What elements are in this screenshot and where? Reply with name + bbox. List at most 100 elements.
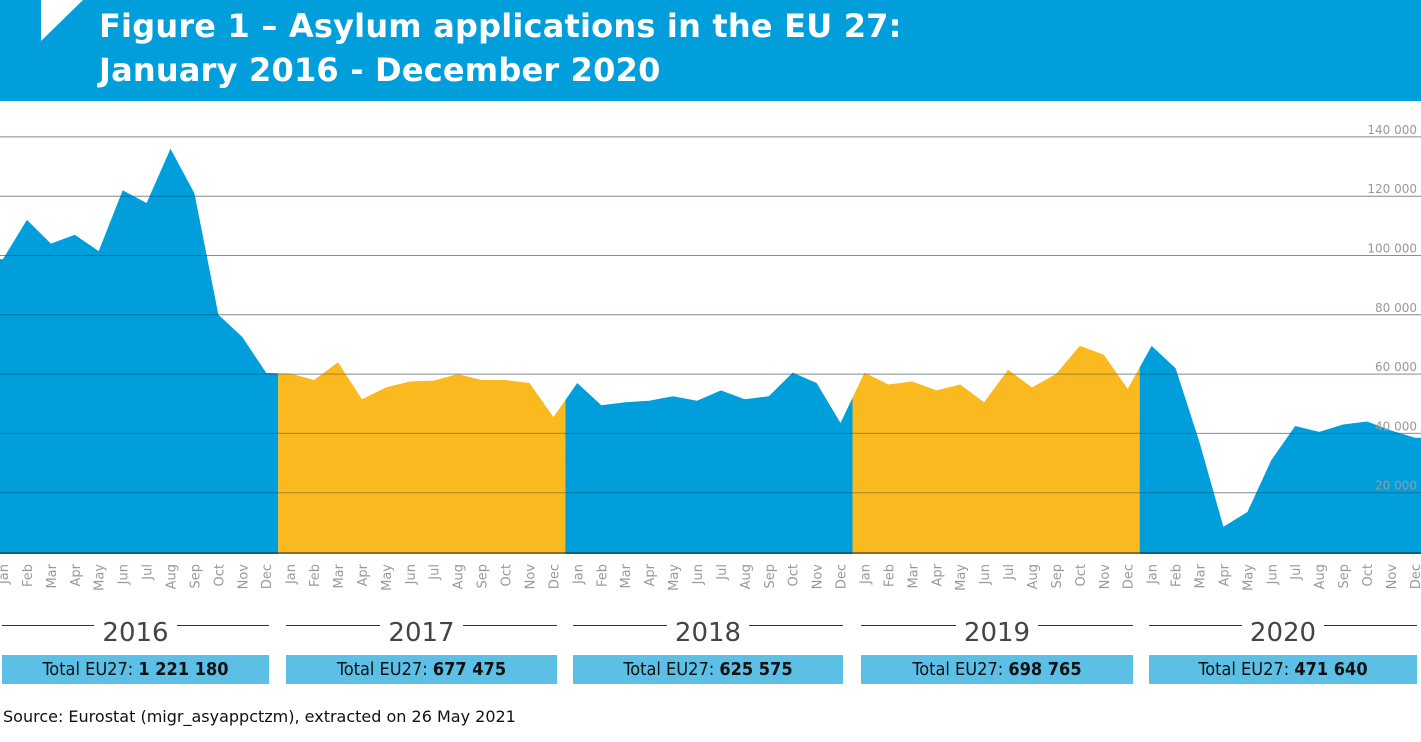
year-label: 2020 [1149,615,1417,651]
month-label: Nov [236,564,251,590]
month-label: Apr [69,563,84,586]
year-label: 2019 [861,615,1133,651]
title-line-1: Figure 1 – Asylum applications in the EU… [99,7,902,45]
month-label: Nov [1098,564,1113,590]
month-label: Oct [212,564,227,586]
month-label: Apr [356,563,371,586]
month-label: Dec [835,564,850,589]
month-label: Sep [1337,564,1352,589]
total-prefix: Total EU27: [623,659,720,680]
area-2019 [852,345,1140,552]
year-label-text: 2019 [955,618,1039,648]
month-label: May [667,564,682,591]
month-label: Apr [643,563,658,586]
total-value: 698 765 [1008,659,1082,680]
area-2020 [1139,345,1421,552]
corner-triangle-decoration [41,0,83,41]
month-label: Jan [858,564,873,585]
month-label: Apr [1217,563,1232,586]
year-label: 2016 [2,615,269,651]
x-axis-month-labels: Jan Feb Mar Apr May Jun Jul Aug Sep Oct Nov Dec Jan F… [0,563,1421,591]
month-label: Jan [1146,564,1161,585]
month-label: Mar [619,563,634,588]
total-value: 1 221 180 [138,659,229,680]
year-label-text: 2018 [666,618,750,648]
y-tick-label: 20 000 [1375,479,1417,493]
month-label: Jun [691,564,706,585]
month-label: Oct [787,564,802,586]
year-label: 2017 [286,615,557,651]
total-prefix: Total EU27: [912,659,1009,680]
month-label: Feb [595,564,610,587]
month-label: Mar [906,563,921,588]
month-label: Apr [930,563,945,586]
month-label: Oct [1361,564,1376,586]
month-label: Jan [571,564,586,585]
total-value: 677 475 [432,659,507,680]
total-prefix: Total EU27: [336,659,433,680]
year-total-box: Total EU27: 1 221 180 [2,655,269,684]
grid-lines-overlay [0,136,1421,494]
month-label: Jan [284,564,299,585]
month-label: Aug [1313,564,1328,589]
month-label: Sep [476,564,491,589]
month-label: Feb [308,564,323,587]
month-label: Dec [547,564,562,589]
month-label: Oct [1074,564,1089,586]
month-label: May [1241,564,1256,591]
year-total-box: Total EU27: 698 765 [861,655,1133,684]
month-label: Sep [763,564,778,589]
month-label: Nov [1385,564,1400,590]
y-tick-label: 140 000 [1367,123,1417,137]
total-value: 471 640 [1294,659,1368,680]
total-prefix: Total EU27: [1198,659,1295,680]
area-chart: 20 000 40 000 60 000 80 000 100 000 120 000 14… [0,123,1421,591]
month-label: Aug [739,564,754,589]
title-line-2: January 2016 - December 2020 [99,51,661,89]
figure-title: Figure 1 – Asylum applications in the EU… [99,4,902,92]
month-label: Jul [428,564,443,581]
y-tick-label: 40 000 [1375,419,1417,433]
month-label: Mar [45,563,60,588]
month-label: Aug [165,564,180,589]
year-label-text: 2017 [380,618,463,648]
month-label: Aug [1026,564,1041,589]
month-label: Feb [882,564,897,587]
month-label: Dec [1409,564,1421,589]
month-label: Sep [188,564,203,589]
y-tick-label: 100 000 [1367,242,1417,256]
month-label: Jun [1265,564,1280,585]
y-axis-ticks: 20 000 40 000 60 000 80 000 100 000 120 000 14… [1367,123,1417,493]
year-label: 2018 [573,615,843,651]
area-2016 [0,148,279,553]
total-value: 625 575 [719,659,793,680]
year-label-text: 2020 [1241,618,1325,648]
month-label: Sep [1050,564,1065,589]
area-2018 [565,372,853,552]
month-label: Feb [1170,564,1185,587]
month-label: Mar [1194,563,1209,588]
total-prefix: Total EU27: [42,659,139,680]
month-label: Jan [0,564,12,585]
year-label-text: 2016 [94,618,177,648]
month-label: Jun [978,564,993,585]
month-label: May [954,564,969,591]
area-series [0,136,1421,554]
month-label: Dec [260,564,275,589]
figure-header: Figure 1 – Asylum applications in the EU… [0,0,1421,101]
month-label: Jul [1002,564,1017,581]
month-label: May [93,564,108,591]
year-total-box: Total EU27: 471 640 [1149,655,1417,684]
y-tick-label: 60 000 [1375,360,1417,374]
month-label: Jul [715,564,730,581]
month-label: Dec [1122,564,1137,589]
y-tick-label: 80 000 [1375,301,1417,315]
month-label: Jul [1289,564,1304,581]
month-label: Aug [452,564,467,589]
source-note: Source: Eurostat (migr_asyappctzm), extr… [3,707,516,726]
month-label: Jun [404,564,419,585]
month-label: Mar [332,563,347,588]
month-label: Jun [117,564,132,585]
month-label: May [380,564,395,591]
month-label: Nov [811,564,826,590]
